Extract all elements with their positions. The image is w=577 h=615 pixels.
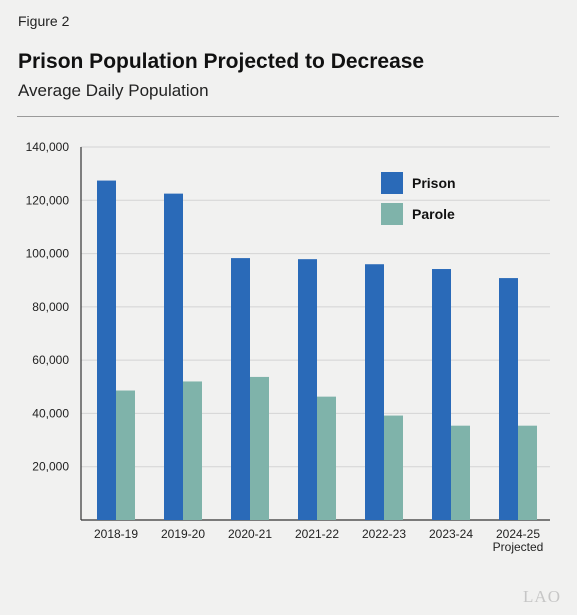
x-tick-label: Projected — [493, 540, 544, 554]
y-tick-label: 100,000 — [26, 247, 70, 261]
header-divider — [17, 116, 559, 117]
prison-bar — [298, 259, 317, 520]
y-tick-label: 60,000 — [32, 353, 69, 367]
x-tick-label: 2019-20 — [161, 527, 205, 541]
prison-bar — [432, 269, 451, 520]
parole-bar — [518, 425, 537, 520]
parole-bar — [250, 376, 269, 520]
x-tick-label: 2018-19 — [94, 527, 138, 541]
chart-subtitle: Average Daily Population — [18, 81, 209, 100]
parole-bar — [116, 390, 135, 520]
x-tick-label: 2021-22 — [295, 527, 339, 541]
figure-label: Figure 2 — [18, 13, 70, 29]
y-tick-label: 120,000 — [26, 193, 70, 207]
x-tick-label: 2022-23 — [362, 527, 406, 541]
chart-title: Prison Population Projected to Decrease — [18, 50, 425, 73]
parole-bar — [183, 381, 202, 520]
legend-label-parole: Parole — [412, 206, 455, 222]
prison-bar — [231, 258, 250, 520]
prison-bar — [164, 193, 183, 520]
parole-bar — [317, 396, 336, 520]
parole-bar — [384, 415, 403, 520]
prison-bar — [97, 180, 116, 520]
prison-bar — [365, 264, 384, 520]
prison-bar — [499, 278, 518, 520]
legend-label-prison: Prison — [412, 175, 456, 191]
y-tick-label: 140,000 — [26, 140, 70, 154]
lao-logo: LAO — [523, 587, 561, 606]
x-tick-label: 2020-21 — [228, 527, 272, 541]
x-tick-label: 2023-24 — [429, 527, 473, 541]
y-tick-label: 20,000 — [32, 460, 69, 474]
parole-bar — [451, 425, 470, 520]
legend-swatch-prison — [381, 172, 403, 194]
legend-swatch-parole — [381, 203, 403, 225]
x-tick-label: 2024-25 — [496, 527, 540, 541]
y-tick-label: 40,000 — [32, 406, 69, 420]
y-tick-label: 80,000 — [32, 300, 69, 314]
